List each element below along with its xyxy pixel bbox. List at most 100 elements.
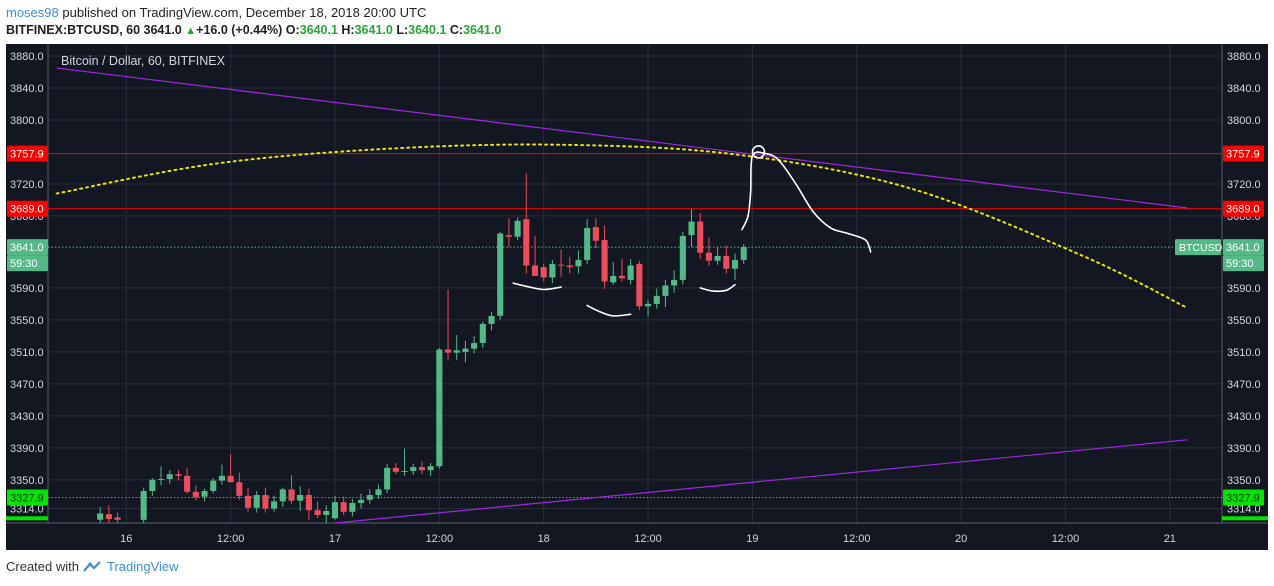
tradingview-logo-icon xyxy=(83,560,101,572)
x-tick-label: 20 xyxy=(955,533,967,545)
open-label: O: xyxy=(285,23,300,37)
close-label: C: xyxy=(449,23,464,37)
candle-body xyxy=(427,466,434,471)
candle-body xyxy=(636,263,643,307)
y-tick-label-left: 3720.0 xyxy=(10,179,44,191)
price-badge-text-right: 3327.9 xyxy=(1226,492,1260,504)
annotation-circle xyxy=(751,145,766,159)
candle-body xyxy=(592,227,599,241)
candle-body xyxy=(192,491,199,498)
price-badge-left xyxy=(7,200,48,217)
open-value: 3640.1 xyxy=(299,23,338,37)
candle-body xyxy=(140,491,147,520)
candle-body xyxy=(201,491,208,497)
close-value: 3641.0 xyxy=(463,23,502,37)
hand-drawn-annotation xyxy=(512,282,562,291)
candle-body xyxy=(488,315,495,324)
candle-body xyxy=(271,501,278,509)
candle-body xyxy=(184,475,191,492)
candle-body xyxy=(253,495,260,508)
candle-body xyxy=(653,295,660,304)
candle-body xyxy=(175,474,182,476)
y-tick-label-right: 3430.0 xyxy=(1227,411,1261,423)
candle-body xyxy=(705,252,712,261)
candle-body xyxy=(531,265,539,276)
symbol-tag xyxy=(1175,239,1221,256)
candle-body xyxy=(158,479,165,481)
candle-body xyxy=(349,503,356,512)
price-badge-text-right: 59:30 xyxy=(1226,258,1254,270)
low-value: 3640.1 xyxy=(408,23,447,37)
candle-body xyxy=(244,495,252,508)
price-badge-text-left: 3327.9 xyxy=(10,492,44,504)
chart-title: Bitcoin / Dollar, 60, BITFINEX xyxy=(61,54,226,68)
candle-body xyxy=(618,275,625,279)
candle-body xyxy=(166,474,173,480)
candle-body xyxy=(462,348,469,352)
candle-body xyxy=(471,343,478,349)
y-tick-label-left: 3840.0 xyxy=(10,83,44,95)
candle-body xyxy=(114,517,121,520)
arc-projection xyxy=(55,143,1189,309)
y-tick-label-left: 3314.0 xyxy=(10,504,44,516)
candle-body xyxy=(262,495,269,509)
candle-body xyxy=(497,233,504,316)
price-value: 3641.0 xyxy=(143,23,182,37)
candle-body xyxy=(279,489,286,502)
x-tick-label: 12:00 xyxy=(426,533,454,545)
y-tick-label-right: 3800.0 xyxy=(1227,115,1261,127)
candle-body xyxy=(375,489,382,496)
candle-body xyxy=(688,221,695,236)
candle-body xyxy=(436,349,443,467)
ohlc-bar: BITFINEX:BTCUSD, 60 3641.0 ▲+16.0 (+0.44… xyxy=(6,21,501,40)
change-value: +16.0 (+0.44%) xyxy=(196,23,283,37)
candle-body xyxy=(514,220,521,237)
y-tick-label-left: 3550.0 xyxy=(10,315,44,327)
candle-body xyxy=(584,227,591,260)
x-tick-label: 12:00 xyxy=(634,533,662,545)
low-label: L: xyxy=(396,23,409,37)
price-badge-left xyxy=(7,239,48,256)
candle-body xyxy=(740,247,747,260)
high-label: H: xyxy=(341,23,355,37)
candle-body xyxy=(323,511,330,516)
symbol-tag-text: BTCUSD xyxy=(1179,242,1223,254)
candle-body xyxy=(662,285,669,296)
publish-text: published on TradingView.com, December 1… xyxy=(62,5,427,20)
candle-body xyxy=(331,502,339,519)
price-badge-left xyxy=(7,255,48,272)
price-badge-text-right: 3689.0 xyxy=(1226,204,1260,216)
candle-body xyxy=(305,495,312,511)
y-tick-label-left: 3390.0 xyxy=(10,443,44,455)
price-badge-text-left: 59:30 xyxy=(10,258,38,270)
price-badge-right xyxy=(1223,145,1264,162)
trendline xyxy=(334,439,1188,524)
candle-body xyxy=(566,265,573,268)
y-tick-label-right: 3880.0 xyxy=(1227,51,1261,63)
candle-body xyxy=(549,263,556,278)
candle-body xyxy=(723,255,730,269)
hand-drawn-annotation xyxy=(699,283,736,293)
price-badge-left xyxy=(7,489,48,506)
candle-body xyxy=(227,475,234,483)
candle-body xyxy=(610,275,617,283)
candle-body xyxy=(218,475,225,481)
candle-body xyxy=(444,349,452,353)
candle-body xyxy=(714,255,721,261)
candle-body xyxy=(97,513,104,520)
y-tick-label-right: 3510.0 xyxy=(1227,347,1261,359)
y-tick-label-right: 3720.0 xyxy=(1227,179,1261,191)
tradingview-brand[interactable]: TradingView xyxy=(106,559,179,574)
trendline xyxy=(56,67,1188,209)
y-tick-label-right: 3590.0 xyxy=(1227,283,1261,295)
candle-body xyxy=(575,259,582,267)
candle-body xyxy=(105,514,112,520)
x-tick-label: 17 xyxy=(329,533,341,545)
publish-info: moses98 published on TradingView.com, De… xyxy=(6,4,426,22)
x-tick-label: 12:00 xyxy=(217,533,245,545)
candle-body xyxy=(627,265,634,280)
x-tick-label: 12:00 xyxy=(1052,533,1080,545)
author-username[interactable]: moses98 xyxy=(6,5,59,20)
y-tick-label-left: 3800.0 xyxy=(10,115,44,127)
